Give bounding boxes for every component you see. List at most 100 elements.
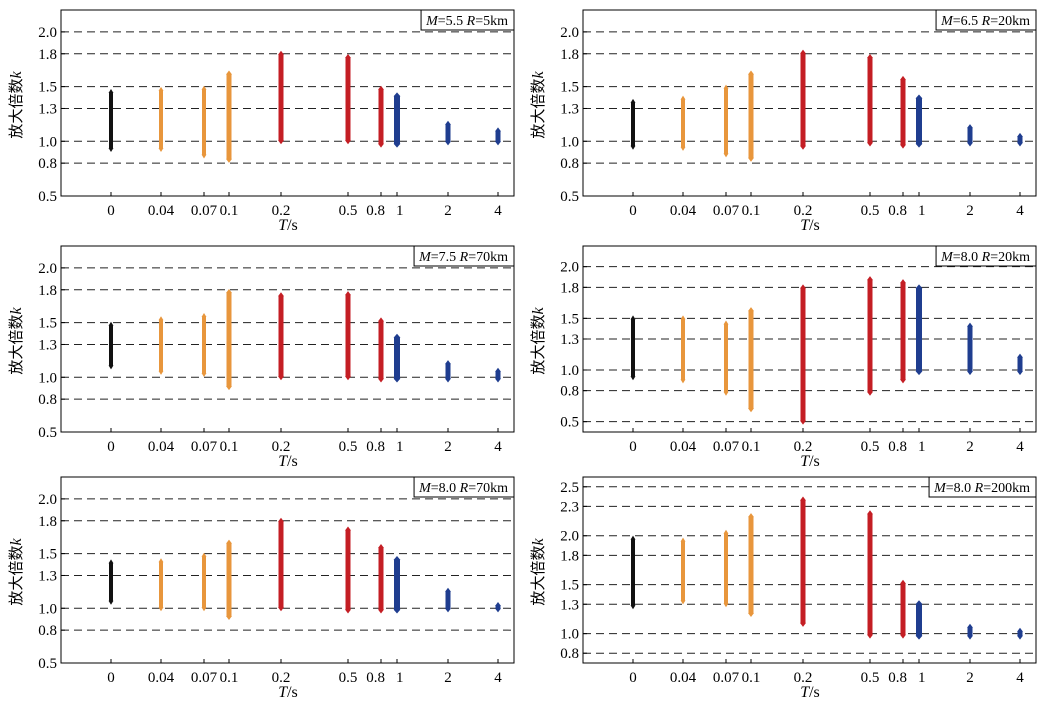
- data-range-4: [1017, 630, 1023, 637]
- panel-annotation: M=8.0 R=20km: [940, 250, 1030, 265]
- y-axis-title: 放大倍数k: [7, 307, 25, 375]
- y-tick-label: 1.5: [38, 547, 57, 563]
- x-tick-label: 1: [918, 203, 926, 219]
- range-cap-bottom: [345, 609, 351, 614]
- data-range-2: [445, 363, 451, 380]
- range-cap-top: [900, 279, 906, 284]
- range-cap-top: [800, 496, 806, 501]
- range-cap-bottom: [226, 158, 232, 163]
- range-cap-top: [201, 313, 207, 318]
- y-tick-label: 1.5: [38, 316, 57, 332]
- data-range-0.5: [867, 513, 873, 636]
- y-tick-label: 0.8: [38, 392, 57, 408]
- range-cap-bottom: [723, 153, 729, 158]
- range-cap-top: [445, 360, 451, 365]
- data-range-0: [631, 318, 635, 378]
- x-tick-label: 2: [444, 670, 452, 686]
- panel-5: 0.5 0.8 1.0 1.3 1.5 1.8 2.0 0 0.04 0.07 0.1 0.2 0.5 0…: [7, 476, 515, 701]
- y-tick-label: 1.8: [38, 283, 57, 299]
- y-tick-label: 0.5: [38, 425, 57, 441]
- range-cap-top: [226, 70, 232, 75]
- range-cap-top: [800, 284, 806, 289]
- x-tick-label: 0: [629, 670, 637, 686]
- x-tick-label: 0.8: [888, 203, 907, 219]
- range-cap-top: [630, 315, 636, 320]
- data-range-4: [495, 605, 501, 610]
- x-tick-label: 0.5: [339, 670, 358, 686]
- x-tick-label: 0.04: [148, 670, 175, 686]
- x-tick-label: 0.8: [366, 670, 385, 686]
- range-cap-top: [967, 124, 973, 129]
- range-cap-top: [378, 544, 384, 549]
- range-cap-top: [748, 70, 754, 75]
- data-range-4: [1017, 135, 1023, 144]
- data-range-1: [394, 336, 400, 380]
- range-cap-top: [158, 558, 164, 563]
- y-tick-label: 2.0: [38, 25, 57, 41]
- data-range-0.1: [226, 73, 232, 160]
- y-tick-label: 1.3: [38, 568, 57, 584]
- range-cap-top: [900, 579, 906, 584]
- range-cap-top: [345, 526, 351, 531]
- range-cap-top: [867, 276, 873, 281]
- panel-6: 0.8 1.0 1.3 1.5 1.8 2.0 2.3 2.5 0 0.04 0.07 0.1 0.2 0…: [529, 476, 1037, 701]
- range-cap-top: [680, 537, 686, 542]
- x-tick-label: 0: [107, 439, 115, 455]
- data-range-0.2: [278, 53, 284, 142]
- x-tick-label: 0.8: [366, 439, 385, 455]
- x-tick-label: 4: [494, 203, 502, 219]
- y-tick-label: 2.3: [560, 499, 579, 515]
- y-tick-label: 2.5: [560, 480, 579, 496]
- annotation-box: [413, 245, 515, 267]
- range-cap-bottom: [800, 145, 806, 150]
- y-tick-label: 0.5: [38, 189, 57, 205]
- data-range-0.04: [681, 98, 685, 148]
- x-tick-label: 0.8: [366, 203, 385, 219]
- data-range-0: [631, 538, 635, 607]
- data-range-2: [967, 626, 973, 637]
- y-tick-label: 1.0: [560, 134, 579, 150]
- range-cap-top: [915, 284, 923, 289]
- range-cap-bottom: [278, 376, 284, 381]
- range-cap-top: [278, 517, 284, 522]
- x-axis-title: T/s: [800, 684, 820, 701]
- y-tick-label: 1.8: [38, 514, 57, 530]
- y-tick-label: 2.0: [560, 529, 579, 545]
- range-cap-top: [967, 623, 973, 628]
- range-cap-bottom: [378, 609, 384, 614]
- x-tick-label: 0: [629, 203, 637, 219]
- range-cap-top: [1017, 132, 1023, 137]
- data-range-0.8: [900, 582, 906, 636]
- x-tick-label: 0.2: [794, 670, 813, 686]
- data-range-1: [916, 287, 922, 373]
- range-cap-top: [278, 292, 284, 297]
- y-tick-label: 0.5: [38, 656, 57, 672]
- range-cap-top: [378, 85, 384, 90]
- range-cap-bottom: [723, 603, 729, 608]
- range-cap-top: [748, 513, 754, 518]
- y-tick-label: 1.0: [38, 134, 57, 150]
- range-cap-bottom: [967, 371, 973, 376]
- range-cap-top: [867, 510, 873, 515]
- y-tick-label: 1.8: [560, 280, 579, 296]
- x-tick-label: 2: [444, 203, 452, 219]
- data-range-0.04: [159, 89, 163, 149]
- range-cap-bottom: [393, 609, 401, 614]
- annotation-box: [935, 245, 1037, 267]
- range-cap-bottom: [748, 408, 754, 413]
- data-range-0.07: [202, 316, 206, 375]
- data-range-2: [445, 590, 451, 610]
- range-cap-bottom: [915, 143, 923, 148]
- range-cap-bottom: [495, 608, 501, 613]
- y-tick-label: 1.3: [560, 101, 579, 117]
- x-tick-label: 1: [918, 670, 926, 686]
- range-cap-top: [800, 49, 806, 54]
- plot-frame: [60, 9, 515, 197]
- y-tick-label: 1.8: [38, 47, 57, 63]
- range-cap-bottom: [900, 634, 906, 639]
- plot-frame: [60, 476, 515, 664]
- y-axis-title: 放大倍数k: [529, 538, 547, 606]
- range-cap-top: [445, 120, 451, 125]
- range-cap-bottom: [158, 370, 164, 375]
- data-range-0: [631, 101, 635, 147]
